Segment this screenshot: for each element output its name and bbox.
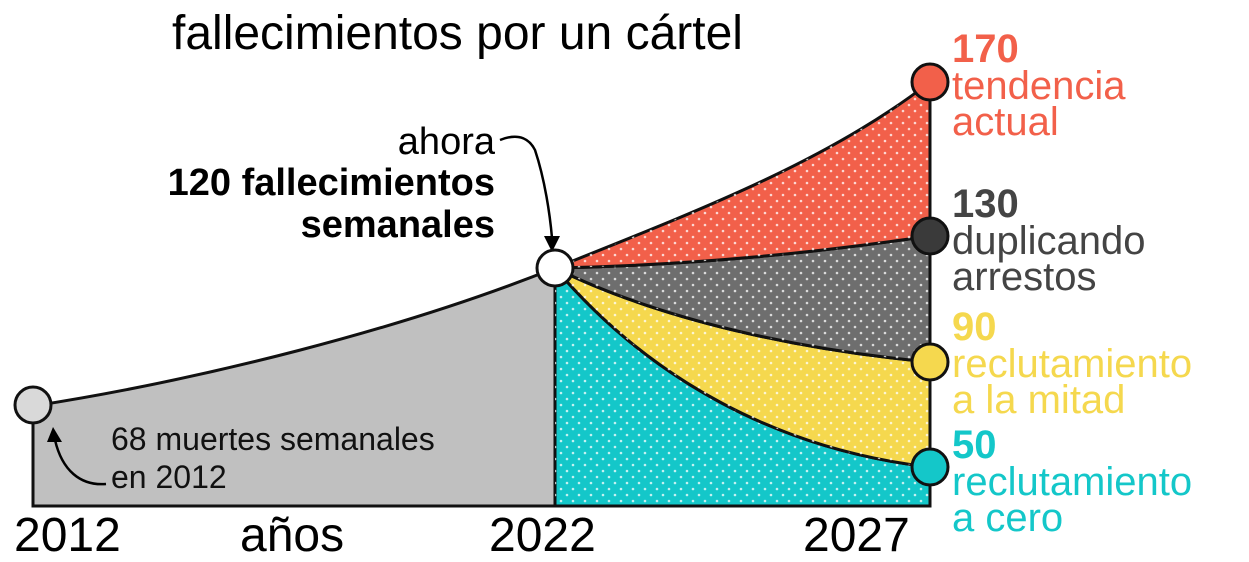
chart-title: fallecimientos por un cártel	[172, 7, 743, 60]
annotation-now-label: ahora	[397, 121, 495, 163]
label-line2: arrestos	[952, 255, 1097, 299]
marker-2012	[13, 385, 53, 425]
annotation-start-line2: en 2012	[111, 459, 227, 495]
label-line1: duplicando	[952, 219, 1146, 263]
label-line2: a la mitad	[952, 378, 1126, 422]
value-mitad: 90	[952, 305, 997, 349]
label-reclutamiento-cero: 50 reclutamiento a cero	[952, 423, 1193, 540]
label-line1: tendencia	[952, 64, 1126, 108]
x-axis-label: años	[240, 509, 345, 562]
marker-2022	[535, 248, 575, 288]
value-duplicando: 130	[952, 182, 1019, 226]
marker-mitad	[910, 342, 950, 382]
label-line1: reclutamiento	[952, 342, 1193, 386]
label-line2: a cero	[952, 496, 1064, 540]
label-reclutamiento-mitad: 90 reclutamiento a la mitad	[952, 305, 1193, 422]
annotation-start: 68 muertes semanales en 2012	[111, 420, 435, 496]
marker-tendencia	[910, 62, 950, 102]
x-tick-2022: 2022	[489, 509, 596, 562]
annotation-start-line1: 68 muertes semanales	[111, 421, 435, 457]
arrow-start-head	[47, 427, 62, 442]
value-cero: 50	[952, 423, 997, 467]
x-tick-2027: 2027	[803, 509, 910, 562]
annotation-now-unit: semanales	[300, 204, 495, 246]
marker-cero	[910, 447, 950, 487]
arrow-now-head	[544, 236, 560, 252]
annotation-now-value: 120 fallecimientos	[167, 162, 495, 204]
marker-duplicando	[910, 216, 950, 256]
x-tick-2012: 2012	[14, 509, 121, 562]
arrow-start	[53, 439, 107, 486]
arrow-now	[499, 135, 554, 239]
label-tendencia-actual: 170 tendencia actual	[952, 27, 1126, 144]
value-tendencia: 170	[952, 27, 1019, 71]
annotation-now: ahora 120 fallecimientos semanales	[168, 122, 495, 246]
label-line2: actual	[952, 100, 1059, 144]
label-duplicando-arrestos: 130 duplicando arrestos	[952, 182, 1146, 299]
label-line1: reclutamiento	[952, 460, 1193, 504]
